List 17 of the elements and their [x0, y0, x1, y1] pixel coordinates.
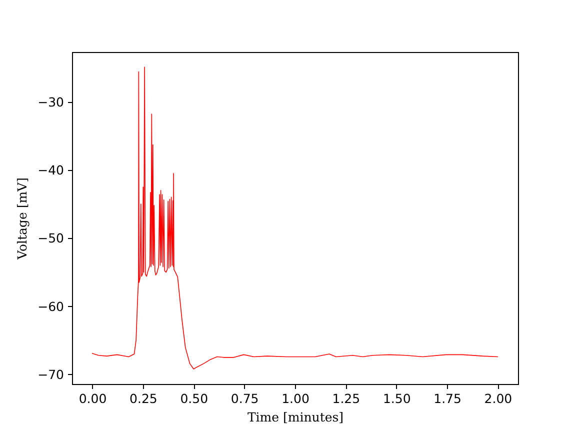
y-tick-label: −50: [38, 230, 64, 246]
x-tick-label: 1.75: [434, 391, 462, 406]
x-tick-label: 0.00: [78, 391, 107, 406]
x-tick-label: 1.25: [332, 391, 360, 406]
x-axis-title: Time [minutes]: [247, 410, 344, 424]
x-tick-label: 0.50: [180, 391, 208, 406]
y-tick-label: −70: [38, 366, 64, 382]
x-tick-label: 2.00: [484, 391, 512, 406]
x-tick-label: 0.25: [130, 391, 158, 406]
line-series: [92, 66, 498, 370]
y-tick-label: −60: [38, 298, 64, 314]
y-tick-label: −30: [38, 94, 64, 110]
x-tick-label: 1.50: [382, 391, 411, 406]
y-tick-label: −40: [38, 162, 64, 178]
y-axis-title: Voltage [mV]: [14, 178, 30, 260]
x-tick-label: 1.00: [282, 391, 310, 406]
x-tick-label: 0.75: [230, 391, 259, 406]
